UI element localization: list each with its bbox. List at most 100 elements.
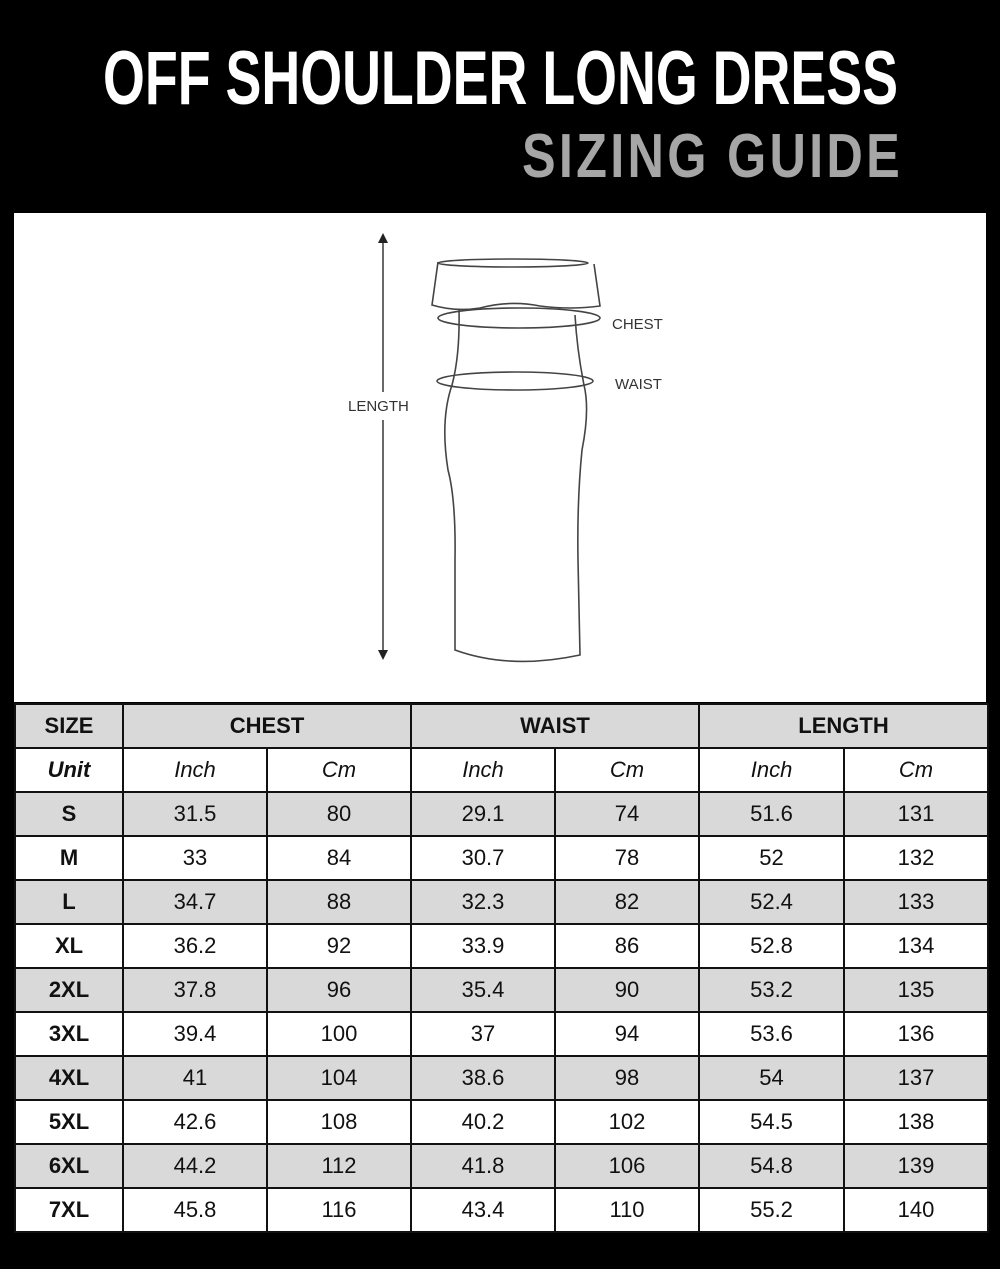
value-cell: 31.5 (122, 791, 268, 837)
arrow-up-icon (378, 233, 388, 243)
size-cell: M (14, 835, 124, 881)
chest-label: CHEST (612, 316, 663, 333)
value-cell: 116 (266, 1187, 412, 1233)
value-cell: 137 (843, 1055, 990, 1101)
header-chest: CHEST (122, 703, 412, 749)
value-cell: 34.7 (122, 879, 268, 925)
value-cell: 41.8 (410, 1143, 556, 1189)
value-cell: 84 (266, 835, 412, 881)
size-cell: 4XL (14, 1055, 124, 1101)
table-row: 4XL 41 104 38.6 98 54 137 (14, 1055, 990, 1101)
table-row: 5XL 42.6 108 40.2 102 54.5 138 (14, 1099, 990, 1145)
value-cell: 104 (266, 1055, 412, 1101)
value-cell: 38.6 (410, 1055, 556, 1101)
unit-cell: Cm (266, 747, 412, 793)
value-cell: 110 (553, 1187, 701, 1233)
unit-label: Unit (14, 747, 124, 793)
value-cell: 80 (266, 791, 412, 837)
size-cell: 2XL (14, 967, 124, 1013)
value-cell: 33.9 (410, 923, 556, 969)
table-row: S 31.5 80 29.1 74 51.6 131 (14, 791, 990, 837)
value-cell: 108 (266, 1099, 412, 1145)
waist-label: WAIST (615, 376, 662, 393)
size-cell: L (14, 879, 124, 925)
value-cell: 29.1 (410, 791, 556, 837)
value-cell: 131 (843, 791, 990, 837)
value-cell: 53.2 (698, 967, 846, 1013)
value-cell: 55.2 (698, 1187, 846, 1233)
value-cell: 30.7 (410, 835, 556, 881)
value-cell: 41 (122, 1055, 268, 1101)
neckline (437, 258, 589, 268)
table-row: L 34.7 88 32.3 82 52.4 133 (14, 879, 990, 925)
table-row: 2XL 37.8 96 35.4 90 53.2 135 (14, 967, 990, 1013)
unit-cell: Inch (122, 747, 268, 793)
value-cell: 54.5 (698, 1099, 846, 1145)
value-cell: 42.6 (122, 1099, 268, 1145)
value-cell: 52.4 (698, 879, 846, 925)
value-cell: 54 (698, 1055, 846, 1101)
header-waist: WAIST (409, 703, 701, 749)
value-cell: 92 (266, 923, 412, 969)
waist-line (436, 371, 594, 391)
shoulder-band (431, 261, 601, 311)
table-row: 3XL 39.4 100 37 94 53.6 136 (14, 1011, 990, 1057)
value-cell: 39.4 (122, 1011, 268, 1057)
size-cell: XL (14, 923, 124, 969)
value-cell: 133 (843, 879, 990, 925)
value-cell: 53.6 (698, 1011, 846, 1057)
table-row: 7XL 45.8 116 43.4 110 55.2 140 (14, 1187, 990, 1233)
value-cell: 82 (553, 879, 701, 925)
header-length: LENGTH (698, 703, 990, 749)
page-title: OFF SHOULDER LONG DRESS (103, 36, 898, 121)
table-row: 6XL 44.2 112 41.8 106 54.8 139 (14, 1143, 990, 1189)
arrow-down-icon (378, 650, 388, 660)
value-cell: 44.2 (122, 1143, 268, 1189)
value-cell: 52.8 (698, 923, 846, 969)
value-cell: 90 (553, 967, 701, 1013)
value-cell: 112 (266, 1143, 412, 1189)
size-cell: 7XL (14, 1187, 124, 1233)
table-header-row: SIZE CHEST WAIST LENGTH (14, 703, 990, 749)
table-row: XL 36.2 92 33.9 86 52.8 134 (14, 923, 990, 969)
value-cell: 140 (843, 1187, 990, 1233)
value-cell: 106 (553, 1143, 701, 1189)
value-cell: 100 (266, 1011, 412, 1057)
size-table: SIZE CHEST WAIST LENGTH Unit Inch Cm Inc… (14, 703, 990, 1233)
diagram-panel: LENGTH CHEST WAIST (14, 213, 986, 702)
value-cell: 132 (843, 835, 990, 881)
value-cell: 78 (553, 835, 701, 881)
value-cell: 33 (122, 835, 268, 881)
value-cell: 37 (410, 1011, 556, 1057)
value-cell: 51.6 (698, 791, 846, 837)
value-cell: 45.8 (122, 1187, 268, 1233)
page-subtitle: SIZING GUIDE (522, 122, 903, 191)
value-cell: 134 (843, 923, 990, 969)
value-cell: 96 (266, 967, 412, 1013)
value-cell: 88 (266, 879, 412, 925)
size-cell: S (14, 791, 124, 837)
value-cell: 54.8 (698, 1143, 846, 1189)
size-cell: 5XL (14, 1099, 124, 1145)
value-cell: 32.3 (410, 879, 556, 925)
unit-cell: Inch (410, 747, 556, 793)
header: OFF SHOULDER LONG DRESS SIZING GUIDE (103, 36, 903, 191)
value-cell: 136 (843, 1011, 990, 1057)
length-label: LENGTH (348, 398, 409, 415)
header-size: SIZE (14, 703, 124, 749)
value-cell: 35.4 (410, 967, 556, 1013)
value-cell: 98 (553, 1055, 701, 1101)
unit-row: Unit Inch Cm Inch Cm Inch Cm (14, 747, 990, 793)
size-cell: 6XL (14, 1143, 124, 1189)
value-cell: 37.8 (122, 967, 268, 1013)
value-cell: 86 (553, 923, 701, 969)
unit-cell: Cm (843, 747, 990, 793)
value-cell: 40.2 (410, 1099, 556, 1145)
value-cell: 139 (843, 1143, 990, 1189)
value-cell: 102 (553, 1099, 701, 1145)
value-cell: 74 (553, 791, 701, 837)
chest-line (437, 307, 601, 329)
value-cell: 52 (698, 835, 846, 881)
unit-cell: Cm (553, 747, 701, 793)
value-cell: 43.4 (410, 1187, 556, 1233)
